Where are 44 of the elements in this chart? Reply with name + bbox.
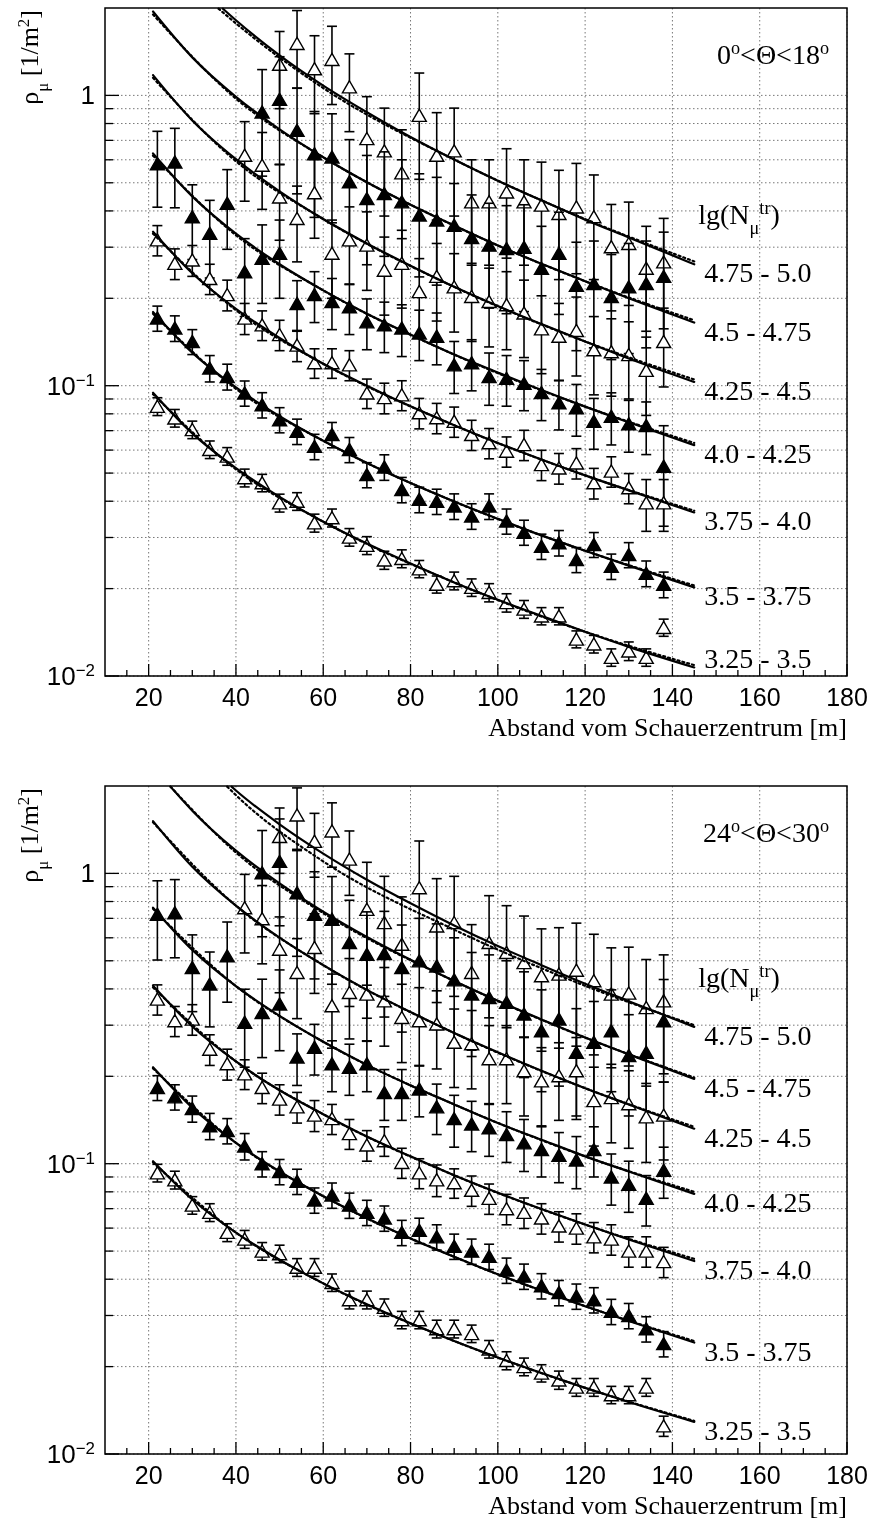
series-label: 4.25 - 4.5 xyxy=(704,1121,812,1153)
series-label: 3.25 - 3.5 xyxy=(704,642,812,674)
x-tick-label: 140 xyxy=(651,1461,694,1489)
annotation: 0$^{o}$<Θ<18$^{o}$ xyxy=(717,38,829,70)
series-label: 4.5 - 4.75 xyxy=(704,1071,812,1103)
x-tick-label: 100 xyxy=(476,1461,519,1489)
x-tick-label: 60 xyxy=(309,683,338,711)
y-tick-label: 10$^{−2}$ xyxy=(46,660,95,691)
series-label: 4.25 - 4.5 xyxy=(704,374,812,406)
x-axis-title: Abstand vom Schauerzentrum [m] xyxy=(488,1491,847,1520)
x-tick-label: 40 xyxy=(222,683,250,711)
series-label: 4.5 - 4.75 xyxy=(704,315,812,347)
x-tick-label: 180 xyxy=(826,683,868,711)
x-tick-label: 80 xyxy=(396,683,425,711)
x-tick-label: 140 xyxy=(651,683,694,711)
y-tick-label: 10$^{−1}$ xyxy=(46,370,95,401)
series-label: 3.5 - 3.75 xyxy=(704,1335,812,1367)
x-tick-label: 180 xyxy=(826,1461,868,1489)
y-tick-label: 1 xyxy=(80,858,95,889)
annotation: 24$^{o}$<Θ<30$^{o}$ xyxy=(703,816,829,848)
series-label: 3.75 - 4.0 xyxy=(704,504,812,536)
x-tick-label: 80 xyxy=(396,1461,425,1489)
series-label: 4.0 - 4.25 xyxy=(704,1186,812,1218)
x-tick-label: 120 xyxy=(564,1461,606,1489)
series-label: 4.0 - 4.25 xyxy=(704,437,812,469)
x-tick-label: 160 xyxy=(738,683,781,711)
x-tick-label: 160 xyxy=(738,1461,781,1489)
series-label: 4.75 - 5.0 xyxy=(704,256,812,288)
series-label: 3.25 - 3.5 xyxy=(704,1414,812,1446)
legend-title: lg(N$_{μ}$$^{tr}$) xyxy=(698,198,780,239)
series-label: 3.5 - 3.75 xyxy=(704,579,812,611)
x-axis-title: Abstand vom Schauerzentrum [m] xyxy=(488,713,847,742)
series-label: 3.75 - 4.0 xyxy=(704,1253,812,1285)
x-tick-label: 20 xyxy=(134,683,163,711)
y-tick-label: 10$^{−2}$ xyxy=(46,1438,95,1469)
series-label: 4.75 - 5.0 xyxy=(704,1019,812,1051)
x-tick-label: 100 xyxy=(476,683,519,711)
legend-title: lg(N$_{μ}$$^{tr}$) xyxy=(698,960,780,1001)
x-tick-label: 60 xyxy=(309,1461,338,1489)
x-tick-label: 40 xyxy=(222,1461,250,1489)
y-tick-label: 1 xyxy=(80,80,95,111)
x-tick-label: 20 xyxy=(134,1461,163,1489)
y-tick-label: 10$^{−1}$ xyxy=(46,1148,95,1179)
x-tick-label: 120 xyxy=(564,683,606,711)
